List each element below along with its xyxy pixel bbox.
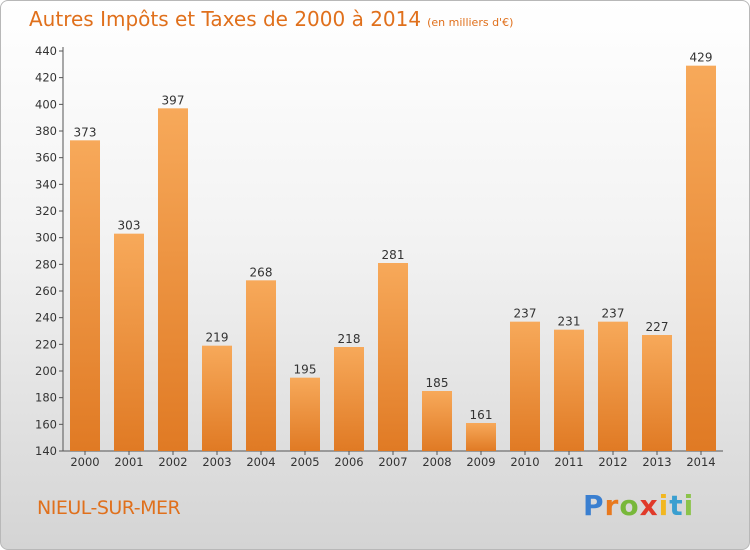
bar-value-label: 303 <box>118 219 141 233</box>
x-tick-label: 2012 <box>598 455 627 469</box>
bar <box>510 321 540 451</box>
x-tick-label: 2008 <box>422 455 451 469</box>
y-tick-label: 220 <box>35 337 57 351</box>
x-tick-label: 2001 <box>114 455 143 469</box>
y-tick-label: 300 <box>35 231 57 245</box>
bar-value-label: 268 <box>250 265 273 279</box>
bar <box>422 391 452 451</box>
y-tick-label: 280 <box>35 257 57 271</box>
y-tick-label: 180 <box>35 391 57 405</box>
commune-name: NIEUL-SUR-MER <box>37 497 181 519</box>
bar-value-label: 237 <box>602 307 625 321</box>
x-tick-label: 2006 <box>334 455 363 469</box>
bar-value-label: 237 <box>514 307 537 321</box>
logo-letter: i <box>683 489 695 522</box>
bar-value-label: 227 <box>646 320 669 334</box>
x-tick-label: 2004 <box>246 455 275 469</box>
y-tick-label: 320 <box>35 204 57 218</box>
x-tick-label: 2007 <box>378 455 407 469</box>
bar <box>378 263 408 451</box>
bar <box>158 108 188 451</box>
x-tick-label: 2003 <box>202 455 231 469</box>
bar-value-label: 231 <box>558 315 581 329</box>
bar-value-label: 161 <box>470 408 493 422</box>
y-tick-label: 360 <box>35 151 57 165</box>
bar <box>246 280 276 451</box>
logo-letter: o <box>619 489 640 522</box>
chart-title: Autres Impôts et Taxes de 2000 à 2014 (en… <box>29 7 513 31</box>
bar-value-label: 218 <box>338 332 361 346</box>
bar <box>202 345 232 451</box>
x-tick-label: 2002 <box>158 455 187 469</box>
x-tick-label: 2011 <box>554 455 583 469</box>
y-tick-label: 140 <box>35 444 57 458</box>
logo-letter: i <box>658 489 670 522</box>
logo-letter: t <box>669 489 684 522</box>
bar <box>686 65 716 452</box>
bar-value-label: 281 <box>382 248 405 262</box>
bar <box>334 347 364 451</box>
bar <box>598 321 628 451</box>
y-tick-label: 200 <box>35 364 57 378</box>
y-tick-label: 340 <box>35 177 57 191</box>
bar <box>290 377 320 451</box>
chart-subtitle: (en milliers d'€) <box>427 16 514 29</box>
x-tick-label: 2010 <box>510 455 539 469</box>
y-tick-label: 420 <box>35 71 57 85</box>
y-tick-label: 240 <box>35 311 57 325</box>
x-tick-label: 2013 <box>642 455 671 469</box>
bar-value-label: 195 <box>294 363 317 377</box>
x-tick-label: 2000 <box>70 455 99 469</box>
bar-value-label: 373 <box>74 125 97 139</box>
bar <box>642 335 672 451</box>
y-tick-label: 260 <box>35 284 57 298</box>
logo-letter: x <box>639 489 659 522</box>
y-tick-label: 380 <box>35 124 57 138</box>
logo-letter: P <box>583 489 605 522</box>
x-tick-label: 2009 <box>466 455 495 469</box>
x-tick-label: 2005 <box>290 455 319 469</box>
y-tick-label: 400 <box>35 97 57 111</box>
chart-title-text: Autres Impôts et Taxes de 2000 à 2014 <box>29 7 422 31</box>
bar-value-label: 219 <box>206 331 229 345</box>
y-tick-label: 440 <box>35 44 57 58</box>
bar <box>70 140 100 452</box>
logo-letter: r <box>604 489 620 522</box>
bar <box>114 233 144 451</box>
bar-value-label: 429 <box>690 51 713 65</box>
bar <box>466 423 496 451</box>
y-tick-label: 160 <box>35 417 57 431</box>
proxiti-logo[interactable]: Proxiti <box>583 489 694 522</box>
bar-value-label: 397 <box>162 93 185 107</box>
bar <box>554 329 584 451</box>
x-tick-label: 2014 <box>686 455 715 469</box>
bar-value-label: 185 <box>426 376 449 390</box>
